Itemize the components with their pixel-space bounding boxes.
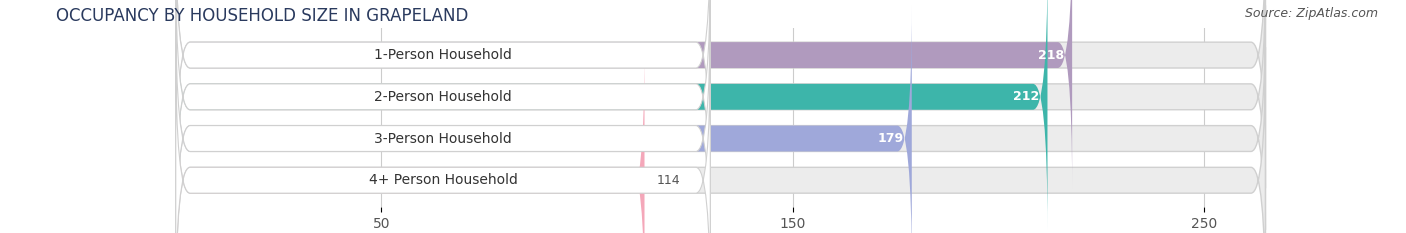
FancyBboxPatch shape [176,0,710,188]
Text: 114: 114 [657,174,681,187]
FancyBboxPatch shape [176,47,1265,233]
Text: 179: 179 [877,132,904,145]
FancyBboxPatch shape [176,0,1265,230]
Text: Source: ZipAtlas.com: Source: ZipAtlas.com [1244,7,1378,20]
FancyBboxPatch shape [176,47,710,233]
FancyBboxPatch shape [176,5,911,233]
FancyBboxPatch shape [176,5,1265,233]
Text: 2-Person Household: 2-Person Household [374,90,512,104]
Text: 212: 212 [1012,90,1039,103]
Text: OCCUPANCY BY HOUSEHOLD SIZE IN GRAPELAND: OCCUPANCY BY HOUSEHOLD SIZE IN GRAPELAND [56,7,468,25]
FancyBboxPatch shape [176,0,710,230]
FancyBboxPatch shape [176,47,644,233]
FancyBboxPatch shape [176,0,1073,188]
Text: 4+ Person Household: 4+ Person Household [368,173,517,187]
FancyBboxPatch shape [176,0,1047,230]
FancyBboxPatch shape [176,5,710,233]
Text: 218: 218 [1038,48,1064,62]
Text: 1-Person Household: 1-Person Household [374,48,512,62]
Text: 3-Person Household: 3-Person Household [374,131,512,146]
FancyBboxPatch shape [176,0,1265,188]
